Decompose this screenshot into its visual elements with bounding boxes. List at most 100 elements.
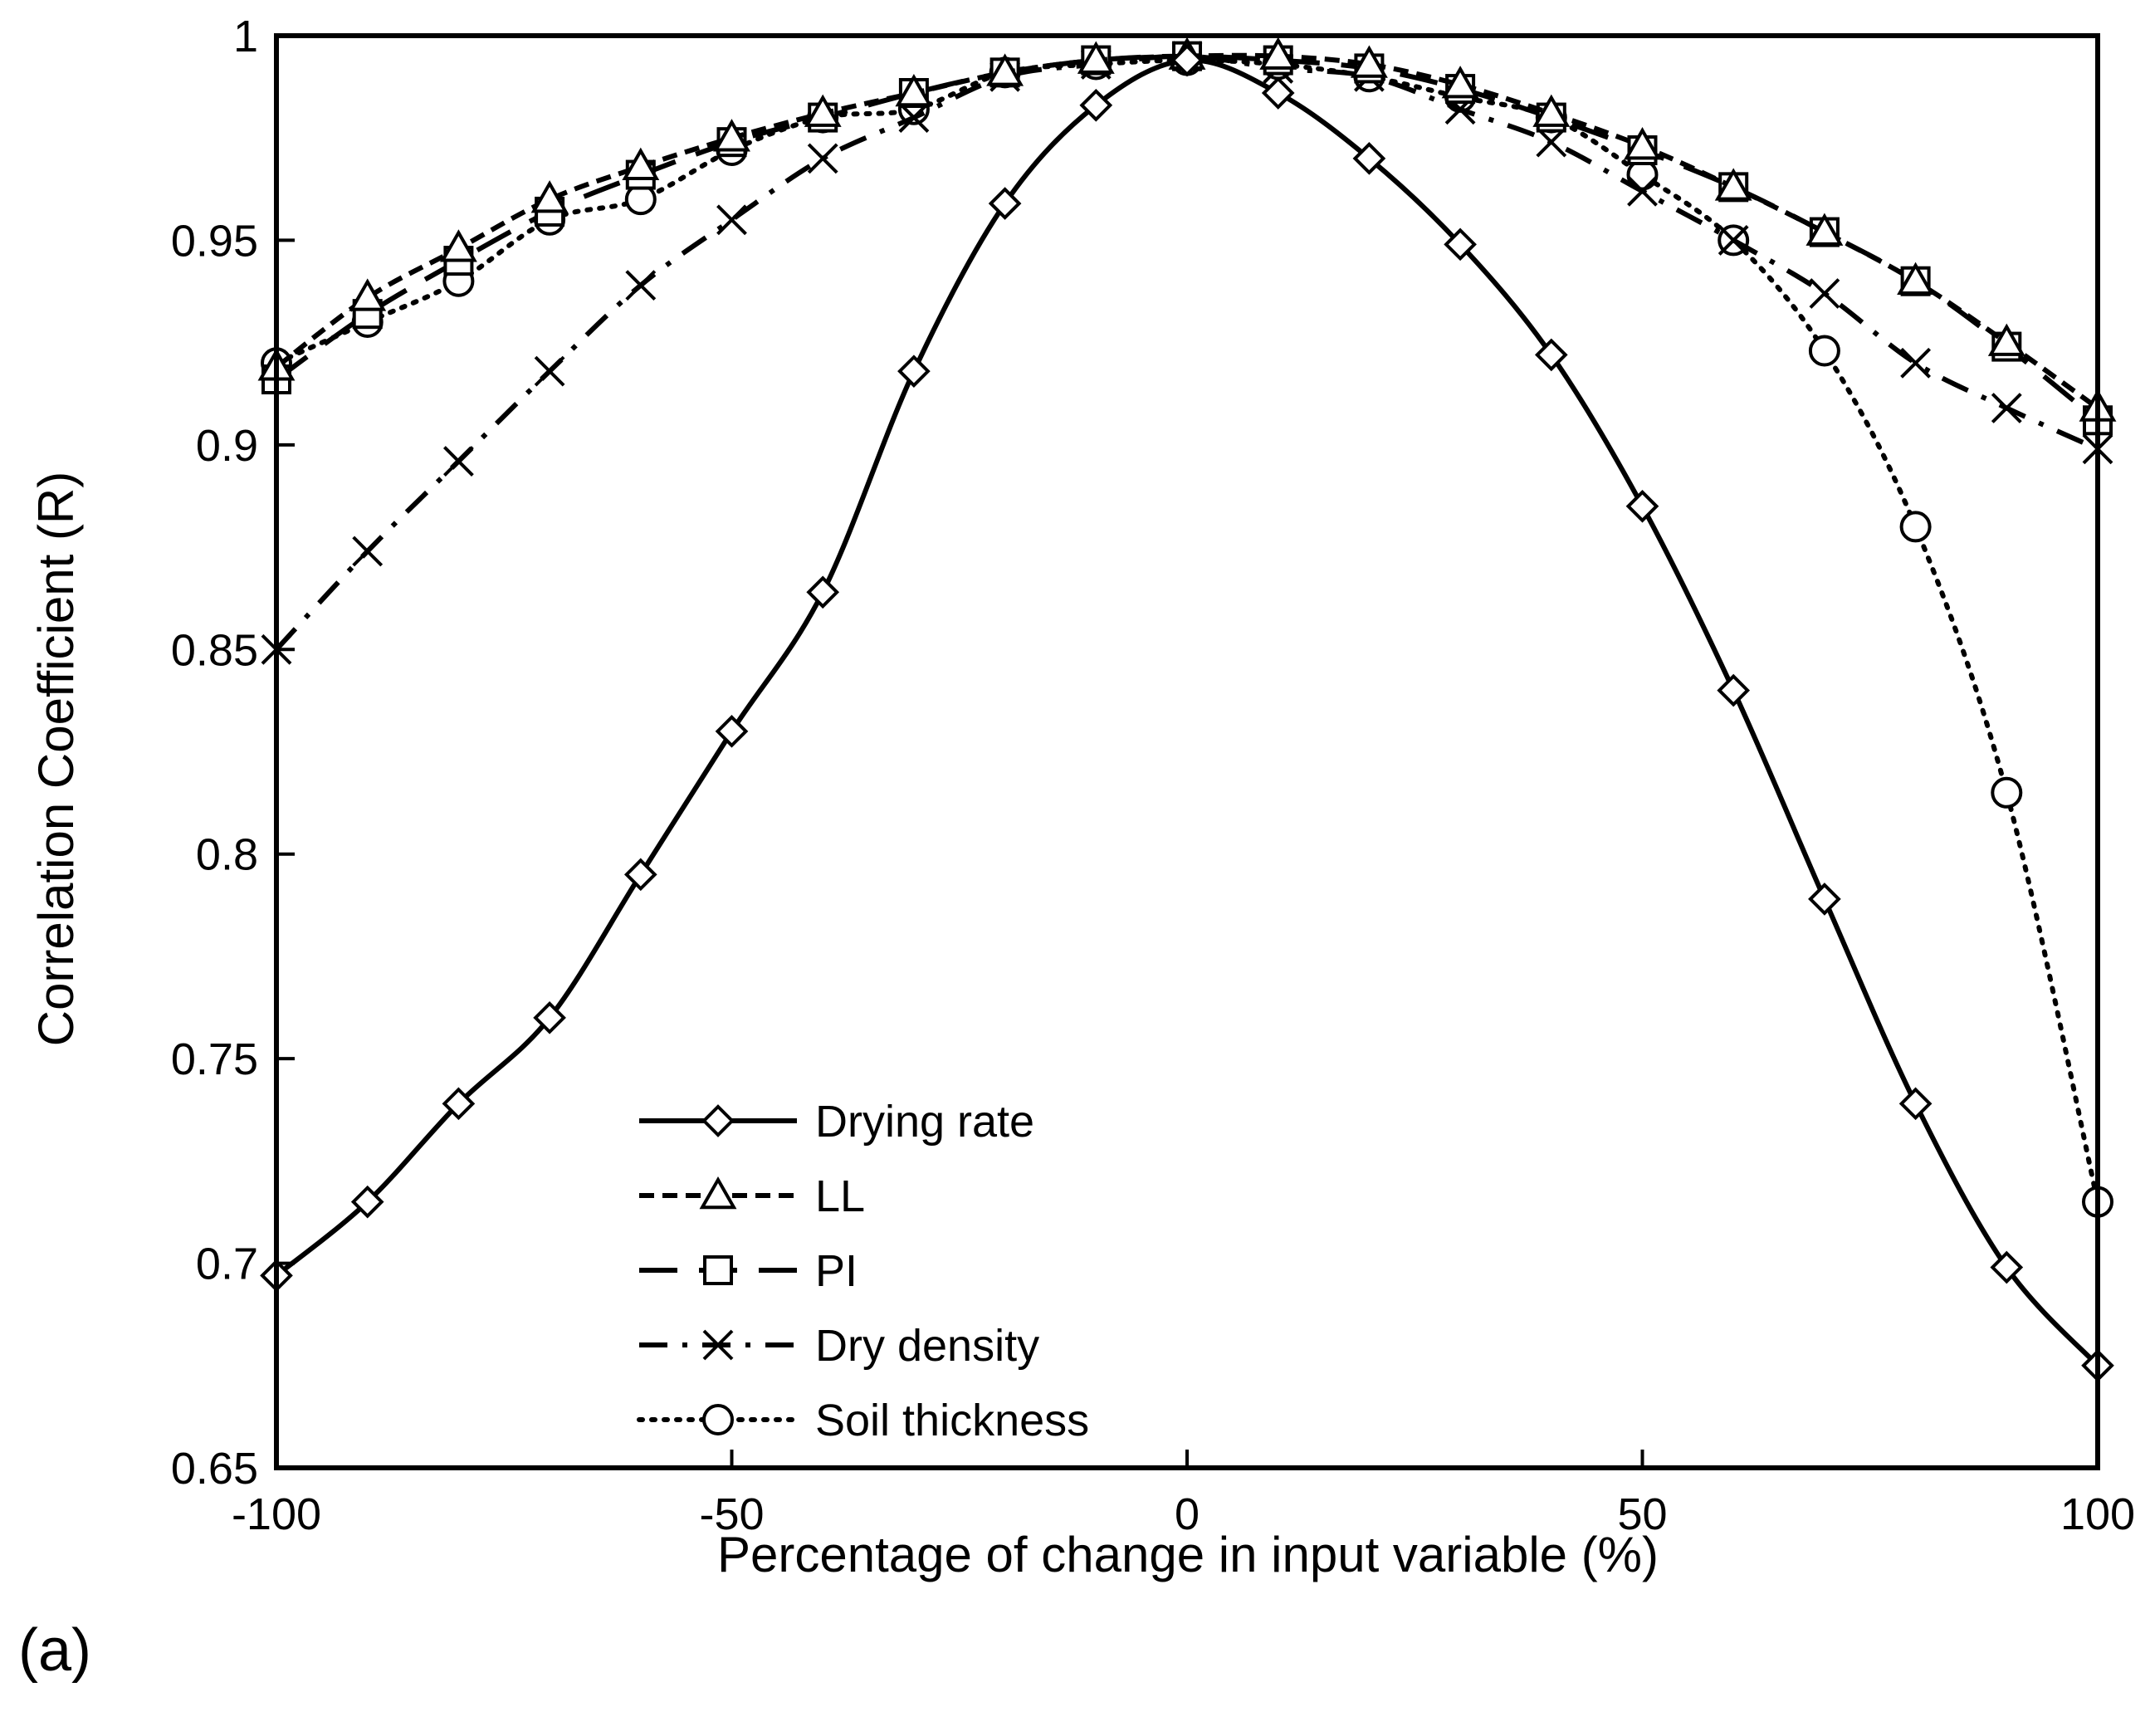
y-tick-label: 0.75	[171, 1034, 258, 1084]
data-point-dry-density--70	[534, 355, 565, 387]
legend-marker-pi	[703, 1255, 733, 1285]
legend-item-dry-density: Dry density	[639, 1321, 1039, 1371]
data-point-soil-thickness-70	[1808, 335, 1840, 367]
data-point-ll--90	[349, 278, 387, 311]
data-point-ll-70	[1806, 213, 1844, 246]
y-tick-label: 0.65	[171, 1444, 258, 1494]
data-point-ll--20	[986, 53, 1024, 86]
data-point-dry-density-70-stroke-b	[1809, 278, 1840, 309]
data-point-dry-density--50-stroke-b	[716, 204, 747, 236]
legend-marker-drying-rate	[701, 1104, 735, 1137]
y-tick-label: 0.9	[196, 421, 258, 471]
x-tick-label: 100	[2060, 1489, 2135, 1539]
legend-marker-dry-density-stroke-b	[702, 1329, 734, 1361]
data-point-dry-density-70	[1809, 278, 1840, 309]
series-layer	[257, 37, 2117, 1382]
legend-label-ll: LL	[815, 1171, 865, 1221]
data-point-ll--80	[439, 229, 477, 262]
data-point-dry-density--30	[898, 102, 930, 133]
x-tick-label: 50	[1617, 1489, 1667, 1539]
data-point-drying-rate--70	[533, 1001, 566, 1034]
axes-layer: 0.65 0.7 0.75 0.8 0.85 0.9 0.95 1 -100 -50 0 50 100	[171, 12, 2135, 1539]
x-tick-label: 0	[1175, 1489, 1200, 1539]
x-axis-title: Percentage of change in input variable (…	[717, 1527, 1659, 1582]
legend-label-dry-density: Dry density	[815, 1321, 1039, 1371]
legend-item-drying-rate: Drying rate	[639, 1097, 1034, 1147]
data-point-dry-density--90-stroke-b	[352, 535, 384, 567]
data-point-ll-60	[1714, 168, 1752, 201]
panel-label: (a)	[18, 1617, 91, 1684]
data-point-drying-rate--20	[988, 187, 1022, 220]
data-point-ll-90	[1987, 323, 2025, 356]
series-line-soil-thickness	[274, 57, 2100, 1205]
data-point-ll-10	[1259, 37, 1297, 70]
data-point-ll--70	[530, 180, 569, 213]
data-point-dry-density--30-stroke-b	[898, 102, 930, 133]
y-tick-label: 1	[233, 12, 258, 61]
data-point-dry-density--80	[442, 446, 474, 477]
data-point-dry-density-40-stroke-b	[1536, 126, 1567, 158]
data-point-dry-density--40	[807, 143, 838, 174]
data-point-dry-density-40	[1536, 126, 1567, 158]
data-point-drying-rate-70	[1808, 883, 1841, 916]
data-point-drying-rate-10	[1261, 76, 1295, 110]
data-point-ll-40	[1532, 94, 1571, 127]
legend: Drying rate LL PI Dry density Soil thickness	[637, 1097, 1089, 1445]
series-drying-rate	[260, 43, 2114, 1382]
data-point-drying-rate-60	[1717, 673, 1751, 707]
data-point-dry-density-90	[1991, 393, 2022, 423]
data-point-dry-density--60	[625, 270, 657, 301]
data-point-dry-density-80	[1900, 347, 1932, 379]
data-point-drying-rate-30	[1444, 227, 1477, 262]
legend-label-pi: PI	[815, 1246, 858, 1296]
data-point-ll-50	[1624, 127, 1661, 160]
data-point-dry-density--60-stroke-b	[625, 270, 657, 301]
data-point-drying-rate-90	[1990, 1250, 2024, 1284]
data-point-ll--60	[622, 147, 660, 180]
legend-item-pi: PI	[639, 1246, 858, 1296]
y-tick-label: 0.95	[171, 216, 258, 266]
data-point-ll-30	[1441, 66, 1479, 99]
data-point-drying-rate-80	[1898, 1087, 1933, 1121]
legend-item-ll: LL	[639, 1171, 865, 1221]
data-point-dry-density--90	[352, 535, 384, 567]
data-point-dry-density--40-stroke-b	[807, 143, 838, 174]
data-point-drying-rate-20	[1352, 142, 1386, 175]
legend-label-soil-thickness: Soil thickness	[815, 1396, 1089, 1445]
data-point-dry-density--80-stroke-b	[442, 446, 474, 477]
y-tick-label: 0.7	[196, 1240, 258, 1289]
x-tick-label: -50	[699, 1489, 764, 1539]
data-point-dry-density-90-stroke-b	[1991, 393, 2022, 423]
data-point-dry-density-60	[1718, 225, 1749, 256]
data-point-ll--30	[895, 73, 933, 107]
data-point-soil-thickness-90	[1991, 776, 2023, 809]
data-point-drying-rate-50	[1625, 489, 1659, 523]
data-point-ll--40	[804, 94, 842, 127]
y-axis-title: Correlation Coefficient (R)	[28, 472, 84, 1047]
data-point-drying-rate--10	[1079, 88, 1113, 122]
data-point-dry-density--50	[716, 204, 747, 236]
legend-label-drying-rate: Drying rate	[815, 1097, 1034, 1147]
data-point-dry-density-80-stroke-b	[1900, 347, 1932, 379]
data-point-drying-rate--60	[623, 858, 657, 892]
legend-marker-ll	[699, 1176, 737, 1210]
data-point-ll-20	[1350, 45, 1388, 78]
data-point-drying-rate--80	[442, 1087, 476, 1121]
data-point-ll-80	[1897, 262, 1935, 295]
data-point-drying-rate--40	[806, 575, 840, 609]
data-point-drying-rate-0	[1170, 43, 1204, 77]
y-tick-label: 0.8	[196, 830, 258, 880]
legend-item-soil-thickness: Soil thickness	[637, 1396, 1089, 1445]
data-point-ll--50	[713, 119, 750, 152]
data-point-drying-rate--90	[350, 1185, 384, 1219]
data-point-drying-rate-40	[1534, 338, 1568, 372]
data-point-soil-thickness-80	[1899, 511, 1932, 543]
data-point-dry-density--70-stroke-b	[534, 355, 565, 387]
data-point-ll--10	[1077, 41, 1115, 74]
x-tick-label: -100	[232, 1489, 321, 1539]
y-tick-label: 0.85	[171, 625, 258, 675]
legend-marker-dry-density	[702, 1329, 734, 1361]
data-point-drying-rate--50	[715, 715, 749, 748]
data-point-dry-density-50	[1627, 175, 1658, 207]
